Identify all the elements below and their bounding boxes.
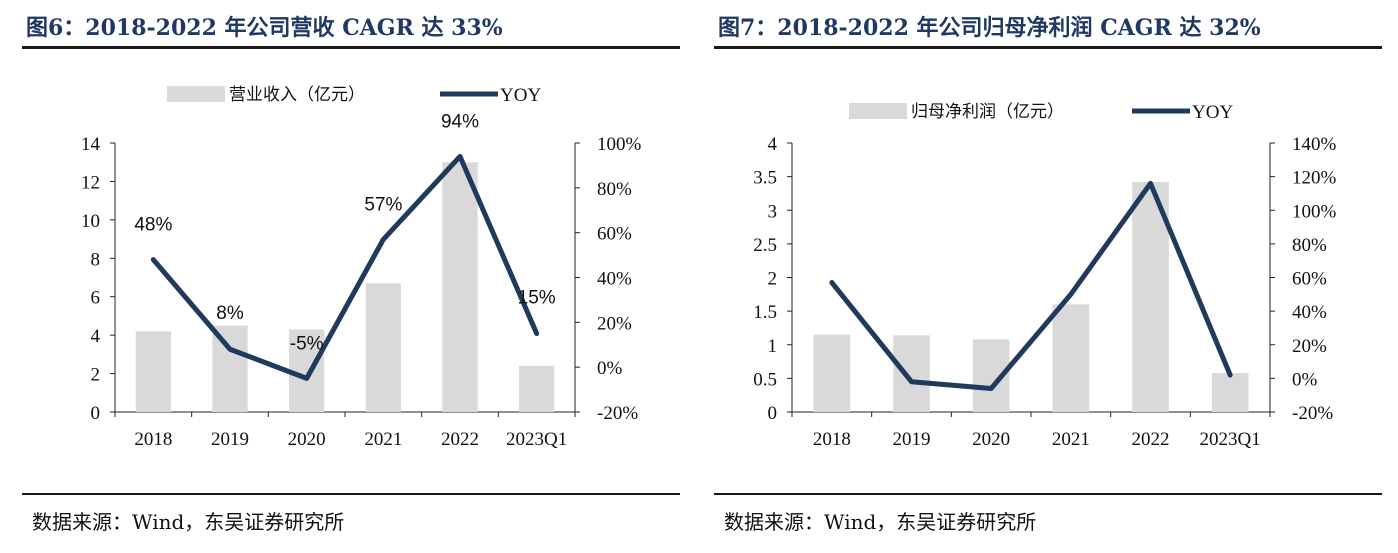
left-tick-label: 8 (91, 249, 101, 270)
left-tick-label: 4 (768, 134, 778, 155)
right-tick-label: 80% (1292, 235, 1327, 256)
panel-title: 图6：2018-2022 年公司营收 CAGR 达 33% (26, 15, 503, 41)
chart-panel-net-profit: 图7：2018-2022 年公司归母净利润 CAGR 达 32% 归母净利润（亿… (714, 0, 1382, 553)
right-tick-label: 40% (597, 269, 632, 290)
left-tick-label: 2.5 (753, 235, 777, 256)
legend-line-label: YOY (1192, 102, 1233, 123)
right-tick-label: 120% (1292, 168, 1337, 189)
data-label: 15% (518, 288, 556, 309)
legend-line-label: YOY (500, 85, 541, 106)
left-tick-label: 14 (81, 134, 101, 155)
left-tick-label: 0.5 (753, 369, 777, 390)
left-tick-label: 1.5 (753, 302, 777, 323)
data-label: 94% (441, 111, 479, 132)
right-tick-label: -20% (1292, 403, 1333, 424)
panel-title: 图7：2018-2022 年公司归母净利润 CAGR 达 32% (718, 15, 1261, 41)
source-rule (22, 493, 680, 495)
right-tick-label: 0% (597, 358, 623, 379)
bar-2023Q1 (519, 365, 555, 412)
yoy-point-2022 (458, 154, 462, 159)
bar-2018 (135, 331, 171, 412)
x-tick-label: 2018 (813, 429, 851, 450)
right-tick-label: 80% (597, 179, 632, 200)
x-tick-label: 2020 (288, 429, 326, 450)
x-tick-label: 2021 (364, 429, 402, 450)
bar-2022 (442, 162, 478, 412)
yoy-point-2019 (909, 379, 914, 384)
right-tick-label: 0% (1292, 369, 1318, 390)
legend-bar-label: 营业收入（亿元） (229, 85, 365, 105)
data-label: 57% (364, 194, 402, 215)
x-tick-label: 2023Q1 (506, 429, 567, 450)
bar-2021 (365, 283, 401, 412)
yoy-point-2023Q1 (1228, 373, 1233, 378)
right-tick-label: 20% (1292, 336, 1327, 357)
x-tick-label: 2019 (211, 429, 249, 450)
yoy-point-2023Q1 (534, 331, 539, 336)
left-tick-label: 0 (768, 403, 778, 424)
yoy-point-2021 (1068, 292, 1073, 297)
right-tick-label: -20% (597, 403, 638, 424)
bar-2022 (1132, 182, 1169, 412)
yoy-line (150, 153, 540, 381)
source-note: 数据来源：Wind，东吴证券研究所 (32, 510, 345, 534)
left-tick-label: 1 (768, 336, 778, 357)
right-tick-label: 100% (597, 134, 642, 155)
chart-panel-revenue: 图6：2018-2022 年公司营收 CAGR 达 33% 营业收入（亿元） YO… (22, 0, 680, 553)
bar-2023Q1 (1211, 372, 1249, 412)
legend-bar-swatch (167, 86, 225, 102)
source-note: 数据来源：Wind，东吴证券研究所 (724, 510, 1037, 534)
yoy-point-2020 (304, 376, 309, 381)
x-tick-label: 2023Q1 (1200, 429, 1261, 450)
left-tick-label: 3 (768, 201, 778, 222)
legend-bar-label: 归母净利润（亿元） (911, 102, 1064, 122)
yoy-point-2022 (1148, 181, 1153, 186)
right-tick-label: 60% (1292, 269, 1327, 290)
left-tick-label: 10 (81, 211, 100, 232)
x-tick-label: 2021 (1052, 429, 1090, 450)
left-tick-label: 2 (768, 269, 778, 290)
left-tick-label: 3.5 (753, 168, 777, 189)
x-tick-label: 2022 (1132, 429, 1170, 450)
right-tick-label: 60% (597, 224, 632, 245)
left-tick-label: 2 (91, 365, 101, 386)
yoy-line (829, 180, 1233, 391)
bar-2019 (893, 335, 930, 412)
bar-2021 (1052, 304, 1090, 412)
yoy-point-2021 (381, 237, 386, 242)
left-tick-label: 0 (91, 403, 101, 424)
right-tick-label: 100% (1292, 201, 1337, 222)
bar-2020 (289, 329, 325, 412)
data-label: 48% (134, 215, 172, 236)
left-tick-label: 12 (81, 172, 100, 193)
title-rule (22, 46, 680, 49)
data-label: 8% (216, 303, 244, 324)
right-tick-label: 20% (597, 313, 632, 334)
x-tick-label: 2019 (893, 429, 931, 450)
data-label: -5% (290, 333, 324, 354)
net-profit-chart: 归母净利润（亿元） YOY 0 0.5 1 1.5 2 2.5 3 3.5 4 -20% 0% 20% 40… (753, 102, 1337, 450)
x-tick-label: 2020 (972, 429, 1010, 450)
x-tick-label: 2018 (134, 429, 172, 450)
title-rule (714, 46, 1382, 49)
right-tick-label: 40% (1292, 302, 1327, 323)
left-tick-label: 4 (91, 326, 101, 347)
legend-bar-swatch (849, 103, 907, 119)
right-tick-label: 140% (1292, 134, 1337, 155)
x-tick-label: 2022 (441, 429, 479, 450)
bar-2018 (813, 334, 851, 412)
yoy-point-2018 (829, 280, 834, 285)
bar-2019 (212, 325, 248, 412)
revenue-chart: 营业收入（亿元） YOY 0 2 4 6 8 10 12 14 -20% 0% 20% 40% 60% 80%… (81, 85, 642, 450)
left-tick-label: 6 (91, 288, 101, 309)
source-rule (714, 493, 1382, 495)
yoy-point-2020 (989, 386, 994, 391)
yoy-point-2019 (228, 347, 232, 352)
yoy-point-2018 (151, 257, 156, 262)
